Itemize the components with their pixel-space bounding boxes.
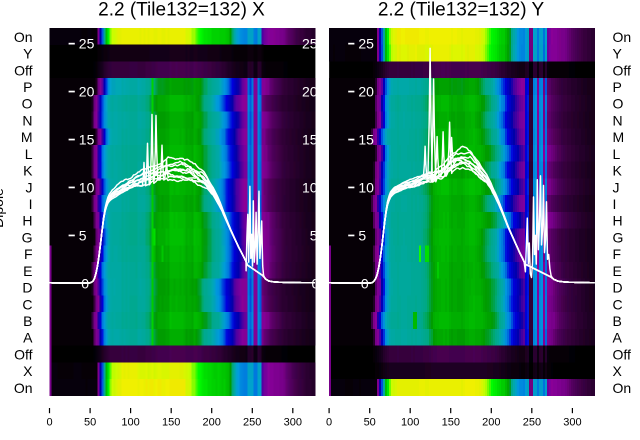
svg-text:0: 0 [361, 276, 369, 292]
svg-text:2.2 (Tile132=132) Y: 2.2 (Tile132=132) Y [378, 0, 545, 21]
svg-text:P: P [613, 79, 622, 95]
svg-text:Off: Off [613, 346, 632, 362]
svg-text:5: 5 [358, 227, 366, 243]
svg-text:On: On [613, 29, 632, 45]
svg-text:250: 250 [523, 417, 541, 429]
svg-text:M: M [613, 129, 625, 145]
svg-text:20: 20 [358, 84, 374, 100]
svg-text:300: 300 [284, 417, 302, 429]
svg-text:100: 100 [401, 417, 419, 429]
svg-text:20: 20 [79, 84, 95, 100]
svg-text:50: 50 [84, 417, 96, 429]
svg-text:0: 0 [312, 275, 320, 291]
svg-text:L: L [613, 146, 621, 162]
svg-text:15: 15 [302, 132, 318, 148]
svg-text:H: H [22, 213, 32, 229]
svg-text:I: I [613, 196, 617, 212]
svg-text:J: J [613, 179, 620, 195]
svg-text:X: X [23, 363, 33, 379]
svg-text:K: K [613, 163, 623, 179]
svg-text:Y: Y [23, 46, 33, 62]
svg-text:A: A [613, 330, 623, 346]
svg-text:200: 200 [203, 417, 221, 429]
svg-text:C: C [613, 296, 623, 312]
svg-text:300: 300 [563, 417, 581, 429]
svg-text:I: I [29, 196, 33, 212]
svg-text:50: 50 [364, 417, 376, 429]
svg-text:K: K [23, 163, 33, 179]
svg-text:E: E [23, 263, 32, 279]
svg-text:H: H [613, 213, 623, 229]
svg-text:J: J [26, 179, 33, 195]
svg-text:2.2 (Tile132=132) X: 2.2 (Tile132=132) X [98, 0, 265, 21]
svg-text:Dipole: Dipole [0, 188, 6, 228]
svg-text:Off: Off [613, 62, 632, 78]
svg-text:Off: Off [14, 346, 33, 362]
svg-text:On: On [14, 29, 33, 45]
svg-text:P: P [23, 79, 32, 95]
svg-text:X: X [613, 363, 623, 379]
svg-text:N: N [613, 112, 623, 128]
svg-text:150: 150 [442, 417, 460, 429]
svg-text:0: 0 [81, 276, 89, 292]
svg-text:G: G [613, 229, 624, 245]
svg-text:C: C [22, 296, 32, 312]
svg-text:5: 5 [79, 227, 87, 243]
svg-text:200: 200 [482, 417, 500, 429]
svg-text:A: A [23, 330, 33, 346]
svg-text:25: 25 [302, 36, 318, 52]
svg-text:M: M [21, 129, 33, 145]
svg-text:B: B [23, 313, 32, 329]
svg-text:D: D [22, 280, 32, 296]
svg-text:0: 0 [46, 417, 52, 429]
svg-text:150: 150 [162, 417, 180, 429]
svg-text:F: F [613, 246, 622, 262]
svg-text:Off: Off [14, 62, 33, 78]
svg-text:O: O [22, 96, 33, 112]
svg-text:15: 15 [79, 132, 95, 148]
svg-text:N: N [22, 112, 32, 128]
svg-text:F: F [24, 246, 33, 262]
svg-text:G: G [22, 229, 33, 245]
svg-text:5: 5 [310, 227, 318, 243]
svg-text:250: 250 [243, 417, 261, 429]
svg-text:O: O [613, 96, 624, 112]
svg-text:0: 0 [326, 417, 332, 429]
svg-text:25: 25 [79, 36, 95, 52]
svg-text:10: 10 [358, 179, 374, 195]
svg-text:20: 20 [302, 84, 318, 100]
svg-text:On: On [14, 380, 33, 396]
svg-text:E: E [613, 263, 622, 279]
svg-text:On: On [613, 380, 632, 396]
svg-text:D: D [613, 280, 623, 296]
svg-text:B: B [613, 313, 622, 329]
svg-text:15: 15 [358, 132, 374, 148]
svg-text:Y: Y [613, 46, 623, 62]
svg-text:10: 10 [302, 179, 318, 195]
svg-text:L: L [25, 146, 33, 162]
svg-text:25: 25 [358, 36, 374, 52]
svg-text:10: 10 [79, 179, 95, 195]
svg-text:100: 100 [121, 417, 139, 429]
